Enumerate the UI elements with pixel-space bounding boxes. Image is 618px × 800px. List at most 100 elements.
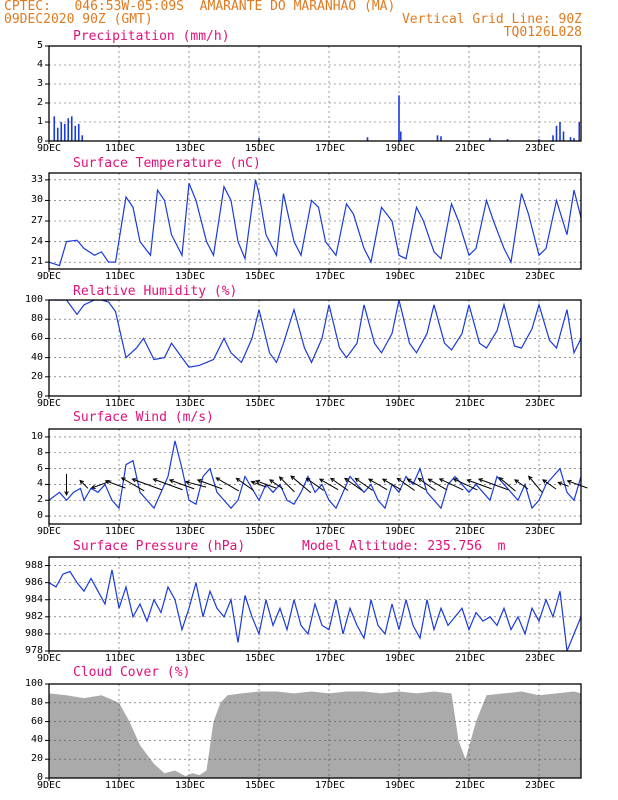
precip-bar (60, 122, 63, 141)
cloud-xtick-label: 21DEC (455, 780, 486, 791)
precip-bar (56, 127, 59, 141)
wind-frame (48, 428, 582, 525)
precip-ytick-label: 3 (36, 78, 43, 89)
cloud-xtick-label: 23DEC (525, 780, 556, 791)
cloud-xtick-label: 19DEC (385, 780, 416, 791)
temp-ytick-label: 27 (30, 215, 43, 226)
wind-arrow-shaft (567, 480, 588, 489)
wind-arrow-head (438, 478, 444, 483)
wind-xtick-label: 11DEC (105, 526, 136, 537)
precip-ytick-label: 2 (36, 97, 43, 108)
precip-frame (48, 45, 582, 142)
wind-arrow-shaft (344, 477, 363, 491)
pressure-xtick-label: 23DEC (525, 653, 556, 664)
wind-arrow-head (104, 479, 110, 485)
wind-arrow-shaft (279, 476, 295, 493)
wind-arrow-head (184, 480, 190, 485)
wind-line (49, 440, 581, 510)
cloud-frame (48, 683, 582, 779)
wind-xtick-label: 21DEC (455, 526, 486, 537)
temp-xtick-label: 11DEC (105, 271, 136, 282)
precip-bar (506, 139, 509, 141)
wind-arrow-shaft (514, 479, 529, 490)
cloud-xtick-label: 9DEC (37, 780, 62, 791)
precip-bar (555, 125, 558, 141)
wind-arrow-shaft (397, 477, 415, 491)
wind-arrow-head (290, 475, 296, 480)
cloud-xtick-label: 15DEC (245, 780, 276, 791)
precip-bar (74, 125, 77, 141)
temp-line (49, 179, 581, 267)
pressure-xtick-label: 11DEC (105, 653, 136, 664)
precip-bar (366, 137, 369, 141)
wind-arrow-head (196, 478, 202, 484)
rh-xtick-label: 21DEC (455, 398, 486, 409)
rh-ytick-label: 100 (24, 294, 43, 305)
wind-arrow-shaft (132, 478, 162, 491)
wind-arrow-shaft (185, 481, 207, 488)
wind-xtick-label: 23DEC (525, 526, 556, 537)
wind-xtick-label: 9DEC (37, 526, 62, 537)
wind-arrow-shaft (418, 477, 436, 491)
wind-arrow-head (427, 478, 433, 483)
precip-bar (538, 139, 540, 141)
wind-xtick-label: 19DEC (385, 526, 416, 537)
wind-ytick-label: 10 (30, 430, 43, 442)
wind-arrow-head (329, 477, 335, 483)
wind-arrow-shaft (153, 478, 183, 491)
wind-arrow-shaft (382, 478, 402, 491)
wind-arrow-head (466, 478, 472, 484)
temp-xtick-label: 17DEC (315, 271, 346, 282)
wind-arrow-head (514, 479, 519, 484)
wind-arrow-shaft (255, 480, 277, 489)
wind-arrow-shaft (355, 477, 373, 491)
wind-arrow-shaft (105, 480, 126, 489)
wind-arrow-shaft (368, 478, 388, 491)
wind-arrow-shaft (79, 480, 89, 489)
rh-xtick-label: 11DEC (105, 398, 136, 409)
rh-frame (48, 299, 582, 397)
wind-arrow-shaft (269, 479, 284, 490)
wind-arrow-shaft (290, 475, 312, 494)
wind-arrow-head (131, 478, 137, 483)
precip-bar (53, 116, 56, 141)
wind-arrow-head (381, 478, 387, 483)
rh-xtick-label: 19DEC (385, 398, 416, 409)
precip-xtick-label: 17DEC (315, 143, 346, 154)
wind-arrow-shaft (306, 477, 324, 491)
pressure-ytick-label: 986 (24, 576, 43, 588)
wind-arrow-head (477, 478, 483, 483)
pressure-ytick-label: 982 (24, 610, 43, 622)
wind-ytick-label: 0 (36, 510, 43, 522)
pressure-xtick-label: 15DEC (245, 653, 276, 664)
precip-xtick-label: 9DEC (37, 143, 62, 154)
precip-bar (440, 136, 442, 141)
cloud-ytick-label: 0 (36, 772, 43, 783)
wind-arrow-head (367, 478, 373, 483)
wind-arrow-head (120, 477, 126, 482)
precip-bar (578, 122, 581, 141)
pressure-xtick-label: 21DEC (455, 653, 486, 664)
wind-arrow-shaft (467, 479, 492, 490)
header-model-id: TQ0126L028 (503, 25, 582, 40)
temp-xtick-label: 19DEC (385, 271, 416, 282)
precip-xtick-label: 23DEC (525, 143, 556, 154)
pressure-ytick-label: 978 (24, 645, 43, 656)
pressure-title: Surface Pressure (hPa) (73, 539, 246, 554)
precip-xtick-label: 15DEC (245, 143, 276, 154)
precip-ytick-label: 4 (36, 59, 43, 70)
temp-frame (48, 172, 582, 270)
rh-ytick-label: 80 (30, 313, 43, 325)
temp-xtick-label: 15DEC (245, 271, 276, 282)
cloud-xtick-label: 13DEC (175, 780, 206, 791)
rh-ytick-label: 60 (30, 332, 43, 344)
cloud-xtick-label: 11DEC (105, 780, 136, 791)
wind-arrow-shaft (215, 477, 240, 492)
temp-ytick-label: 33 (30, 173, 43, 185)
header-run-date: 09DEC2020 90Z (GMT) (4, 12, 153, 27)
temp-xtick-label: 13DEC (175, 271, 206, 282)
precip-bar (436, 135, 439, 141)
rh-line (49, 300, 581, 368)
wind-arrow-shaft (251, 481, 267, 488)
